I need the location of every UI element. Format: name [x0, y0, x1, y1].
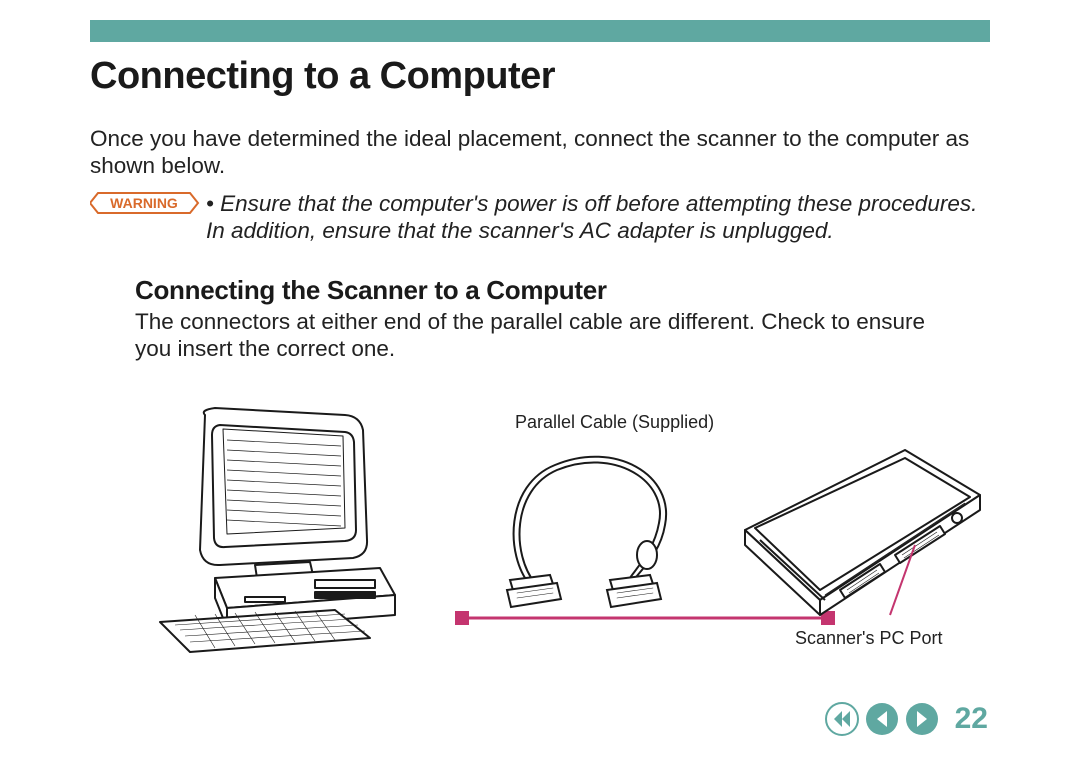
warning-text: • Ensure that the computer's power is of…: [206, 190, 990, 245]
nav-first-button[interactable]: [825, 702, 859, 736]
intro-paragraph: Once you have determined the ideal place…: [90, 125, 990, 179]
scanner-icon: [725, 440, 985, 620]
page: Connecting to a Computer Once you have d…: [0, 0, 1080, 758]
header-bar: [90, 20, 990, 42]
cable-caption: Parallel Cable (Supplied): [515, 412, 714, 433]
section-text: The connectors at either end of the para…: [135, 308, 955, 362]
warning-block: WARNING • Ensure that the computer's pow…: [90, 190, 990, 245]
connection-diagram: Parallel Cable (Supplied) Scanner's PC P…: [135, 380, 955, 680]
nav-prev-button[interactable]: [865, 702, 899, 736]
cable-icon: [475, 435, 695, 615]
page-nav: 22: [825, 702, 988, 736]
warning-badge-icon: WARNING: [90, 192, 200, 214]
page-number: 22: [955, 702, 988, 736]
computer-icon: [145, 400, 425, 660]
nav-next-button[interactable]: [905, 702, 939, 736]
page-title: Connecting to a Computer: [90, 55, 555, 98]
section-subheading: Connecting the Scanner to a Computer: [135, 275, 607, 306]
warning-label: WARNING: [110, 195, 178, 211]
